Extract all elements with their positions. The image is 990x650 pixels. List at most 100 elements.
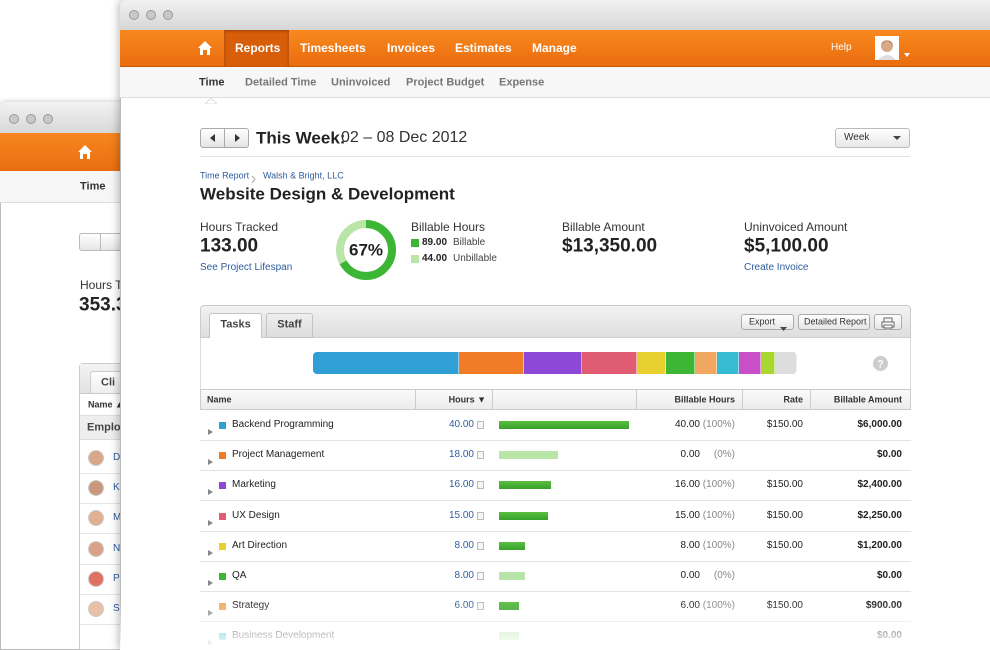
bar-segment xyxy=(313,352,459,374)
column-header[interactable]: Rate xyxy=(783,394,803,405)
task-name[interactable]: Backend Programming xyxy=(232,419,334,430)
expand-arrow[interactable] xyxy=(208,422,213,435)
expand-arrow[interactable] xyxy=(208,543,213,556)
employee-name[interactable]: S xyxy=(113,603,120,614)
column-header[interactable]: Billable Hours xyxy=(674,394,735,405)
help-icon[interactable]: ? xyxy=(873,356,888,371)
nav-item[interactable]: Reports xyxy=(235,41,281,55)
billable-hours: 15.00 xyxy=(674,509,700,521)
rate: $150.00 xyxy=(766,539,803,551)
task-hours[interactable]: 8.00 xyxy=(454,539,474,551)
pager-button[interactable] xyxy=(200,128,225,148)
task-name[interactable]: QA xyxy=(232,570,247,581)
row-divider xyxy=(80,503,140,505)
employee-name[interactable]: M xyxy=(113,512,122,524)
subnav-item[interactable]: Detailed Time xyxy=(245,76,317,89)
pager-button[interactable] xyxy=(224,128,249,148)
menu-caret[interactable] xyxy=(904,45,910,57)
range-select[interactable] xyxy=(835,128,910,148)
billable-amount: $2,400.00 xyxy=(857,479,903,491)
expand-arrow[interactable] xyxy=(208,513,213,526)
stat-link[interactable]: See Project Lifespan xyxy=(200,262,293,273)
column-divider xyxy=(810,389,811,410)
button-label[interactable]: Export xyxy=(749,316,776,327)
stat-value: 353.3 xyxy=(79,294,127,316)
row-divider xyxy=(200,440,911,441)
subnav-item[interactable]: Uninvoiced xyxy=(331,76,391,89)
task-name[interactable]: UX Design xyxy=(232,509,280,521)
tab-label[interactable]: Tasks xyxy=(220,318,251,331)
bar-segment xyxy=(775,352,797,374)
nav-item[interactable]: Timesheets xyxy=(300,41,366,55)
task-hours[interactable]: 8.00 xyxy=(454,570,474,581)
back-titlebar xyxy=(0,102,140,133)
hours-bar xyxy=(499,421,629,429)
task-hours[interactable]: 18.00 xyxy=(448,449,474,461)
range-select-label[interactable]: Week xyxy=(844,132,870,143)
tab xyxy=(209,313,262,338)
subnav-item[interactable]: Expense xyxy=(499,76,545,89)
nav-item[interactable]: Estimates xyxy=(455,41,512,55)
row-divider xyxy=(200,560,911,562)
tab-label[interactable]: Cli xyxy=(101,376,116,389)
sub-nav xyxy=(120,67,990,98)
employee-name[interactable]: P xyxy=(113,572,120,584)
billable-amount: $0.00 xyxy=(876,570,902,581)
task-hours[interactable]: 16.00 xyxy=(448,479,474,491)
note-icon xyxy=(477,451,484,460)
tab-label[interactable]: Staff xyxy=(277,318,302,331)
task-name[interactable]: Marketing xyxy=(232,479,276,491)
task-hours[interactable]: 40.00 xyxy=(448,419,474,430)
column-header[interactable]: Billable Amount xyxy=(833,394,902,405)
window-button xyxy=(9,114,19,124)
expand-arrow[interactable] xyxy=(208,482,213,496)
bar-segment xyxy=(582,352,637,374)
employee-name[interactable]: K xyxy=(113,482,120,494)
employee-name[interactable]: N xyxy=(113,542,121,554)
window-button xyxy=(163,10,173,20)
avatar xyxy=(88,601,104,617)
subnav-item[interactable]: Project Budget xyxy=(406,76,485,89)
stat-value: $13,350.00 xyxy=(562,235,658,257)
column-divider xyxy=(742,389,743,410)
column-divider xyxy=(636,389,637,410)
row-divider xyxy=(200,591,911,592)
stat-link[interactable]: Create Invoice xyxy=(744,262,809,273)
nav-active xyxy=(224,30,289,67)
billable-hours: 16.00 xyxy=(674,479,700,491)
donut-chart xyxy=(336,220,396,280)
row-divider xyxy=(200,470,911,472)
home-icon[interactable] xyxy=(77,144,93,160)
column-header[interactable]: Name xyxy=(207,394,232,405)
bar-segment xyxy=(665,352,696,374)
divider xyxy=(200,156,910,157)
column-header[interactable]: Name ▲ xyxy=(88,399,124,410)
nav-item[interactable]: Manage xyxy=(532,41,577,55)
subnav-item[interactable]: Time xyxy=(199,76,225,89)
button-label[interactable]: Detailed Report xyxy=(804,316,867,327)
print-icon[interactable] xyxy=(881,316,895,329)
column-divider xyxy=(415,389,416,410)
note-icon xyxy=(477,511,484,520)
task-hours[interactable]: 15.00 xyxy=(448,509,474,521)
user-avatar[interactable] xyxy=(875,36,899,60)
button xyxy=(741,314,794,330)
active-indicator xyxy=(203,91,219,105)
task-name[interactable]: Art Direction xyxy=(232,539,288,551)
column-header[interactable]: Hours ▼ xyxy=(448,394,486,405)
home-icon[interactable] xyxy=(197,40,213,56)
breadcrumb[interactable]: Time Report xyxy=(200,170,250,181)
stat-label: Hours Tr xyxy=(80,278,127,292)
employee-name[interactable]: D xyxy=(113,452,121,463)
period-label: This Week: xyxy=(256,128,346,148)
help-link[interactable]: Help xyxy=(831,42,852,53)
expand-arrow[interactable] xyxy=(208,452,213,466)
note-icon xyxy=(477,481,484,490)
expand-arrow[interactable] xyxy=(208,573,213,586)
task-name[interactable]: Project Management xyxy=(232,449,325,461)
row-divider xyxy=(200,500,911,502)
nav-item[interactable]: Invoices xyxy=(387,41,436,55)
breadcrumb[interactable]: Walsh & Bright, LLC xyxy=(263,170,344,181)
fade xyxy=(120,600,990,650)
